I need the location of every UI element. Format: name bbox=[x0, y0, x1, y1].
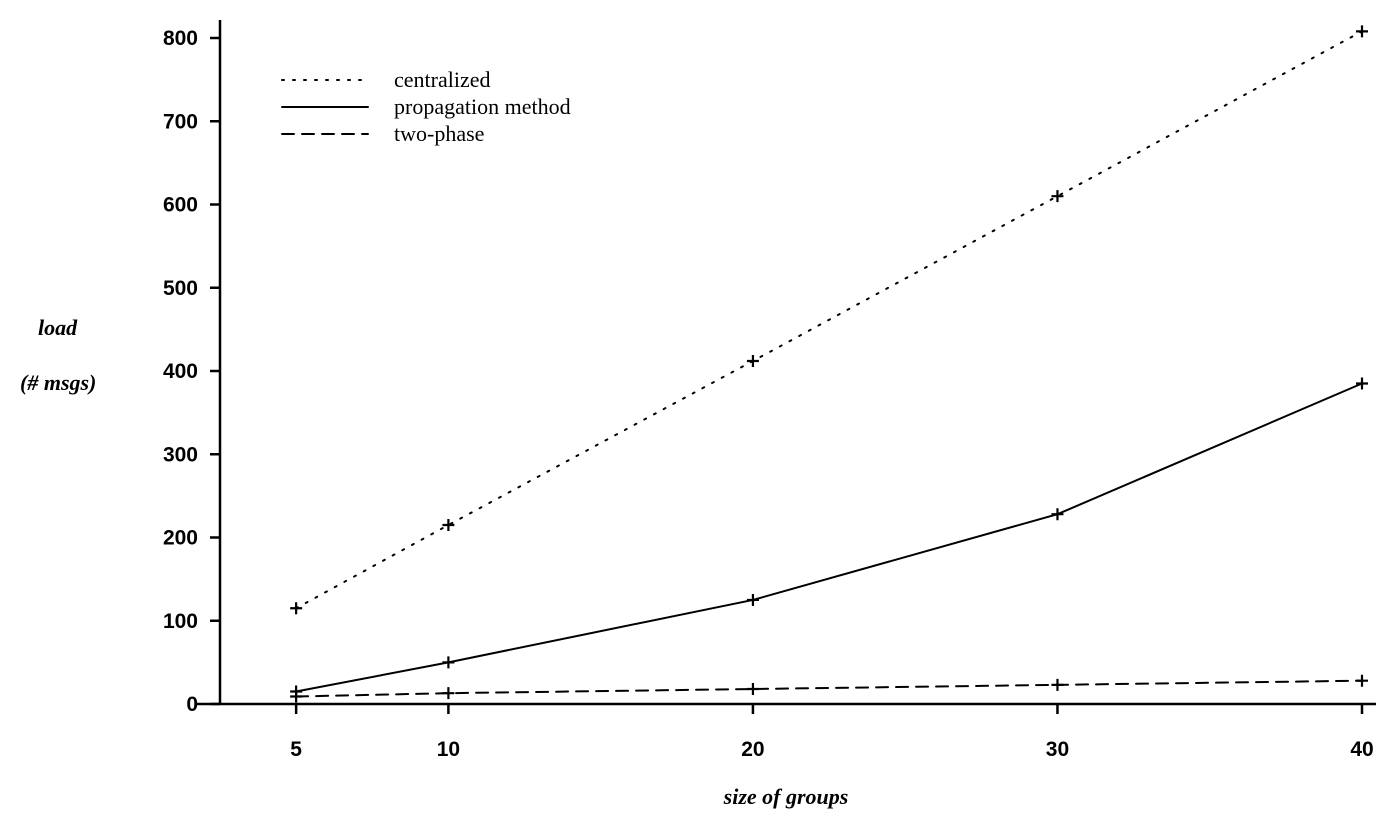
data-point bbox=[290, 690, 303, 703]
y-axis-unit-label: (# msgs) bbox=[20, 370, 96, 395]
y-tick-label: 700 bbox=[163, 110, 198, 133]
legend-label: centralized bbox=[394, 67, 491, 92]
legend-label: propagation method bbox=[394, 94, 571, 119]
y-tick-label: 600 bbox=[163, 194, 198, 217]
series-line bbox=[295, 382, 1363, 693]
data-point bbox=[746, 683, 759, 696]
y-tick-label: 800 bbox=[163, 27, 198, 50]
x-ticks: 5 10 20 30 40 bbox=[290, 704, 1374, 761]
y-tick-label: 500 bbox=[163, 277, 198, 300]
y-axis-label: load bbox=[38, 315, 78, 340]
y-ticks: 0 100 200 300 400 500 600 700 800 bbox=[163, 27, 220, 716]
data-point bbox=[1051, 678, 1064, 691]
y-tick-label: 300 bbox=[163, 443, 198, 466]
data-point bbox=[290, 602, 303, 615]
series-propagation-method bbox=[290, 377, 1368, 698]
legend-label: two-phase bbox=[394, 121, 484, 146]
x-tick-label: 30 bbox=[1046, 738, 1069, 761]
series-layer bbox=[290, 25, 1368, 703]
x-axis-label: size of groups bbox=[723, 784, 849, 809]
x-tick-label: 5 bbox=[290, 738, 302, 761]
x-tick-label: 10 bbox=[437, 738, 460, 761]
data-point bbox=[746, 355, 759, 368]
series-two-phase bbox=[290, 674, 1368, 703]
data-point bbox=[442, 519, 455, 532]
axes bbox=[196, 20, 1376, 706]
series-centralized bbox=[290, 25, 1368, 615]
y-tick-label: 0 bbox=[186, 693, 198, 716]
data-point bbox=[1356, 377, 1368, 390]
data-point bbox=[1051, 508, 1064, 521]
x-tick-label: 20 bbox=[741, 738, 764, 761]
y-tick-label: 100 bbox=[163, 610, 198, 633]
y-tick-label: 400 bbox=[163, 360, 198, 383]
data-point bbox=[442, 656, 455, 669]
data-point bbox=[746, 593, 759, 606]
data-point bbox=[1356, 25, 1368, 38]
x-tick-label: 40 bbox=[1350, 738, 1373, 761]
series-line bbox=[295, 679, 1363, 698]
data-point bbox=[442, 687, 455, 700]
y-tick-label: 200 bbox=[163, 527, 198, 550]
data-point bbox=[1356, 674, 1368, 687]
data-point bbox=[1051, 190, 1064, 203]
